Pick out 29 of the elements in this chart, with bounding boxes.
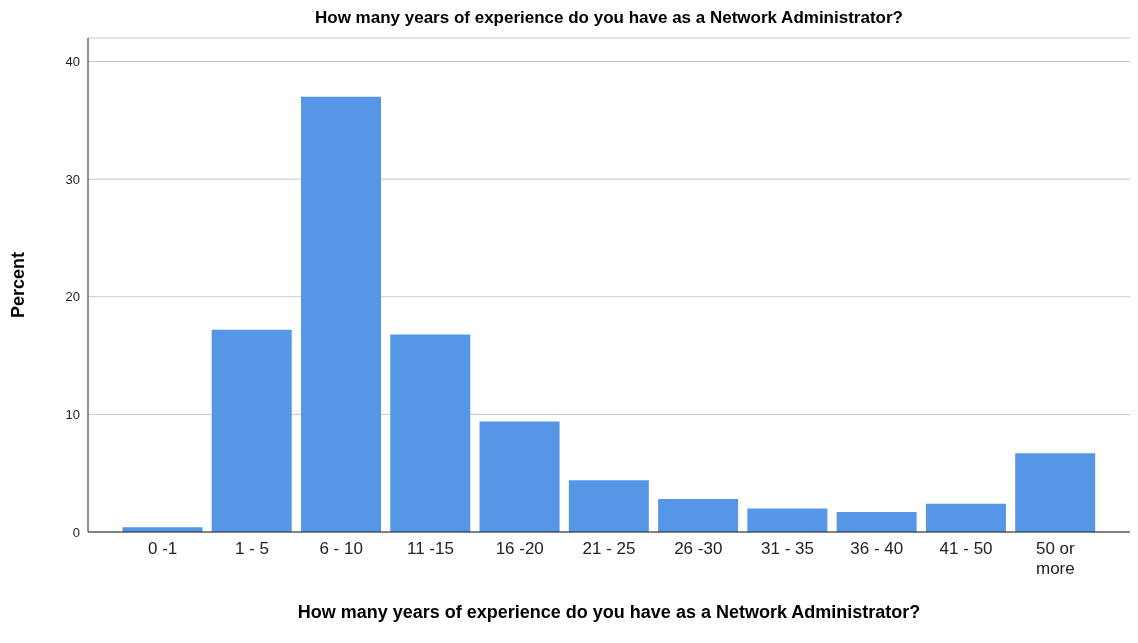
bar (568, 480, 649, 532)
bar (658, 499, 739, 532)
bar (390, 334, 471, 532)
bar (211, 329, 292, 532)
x-tick-label: 16 -20 (495, 539, 544, 558)
bar (925, 503, 1006, 532)
y-tick-label: 20 (65, 289, 80, 305)
x-tick-label: 50 or more (1035, 539, 1076, 578)
x-tick-label: 1 - 5 (234, 539, 269, 558)
bar (836, 512, 917, 532)
bar (301, 96, 382, 532)
x-tick-label: 6 - 10 (319, 539, 363, 558)
x-axis-title: How many years of experience do you have as a Network Administrator? (296, 602, 922, 623)
y-tick-label: 30 (65, 171, 80, 187)
chart-title: How many years of experience do you have as a Network Administrator? (314, 8, 904, 29)
x-tick-label: 21 - 25 (582, 539, 636, 558)
x-tick-label: 0 -1 (147, 539, 178, 558)
y-tick-label: 10 (65, 407, 80, 422)
bar (479, 421, 560, 532)
x-tick-label: 36 - 40 (850, 539, 904, 558)
x-tick-label: 11 -15 (406, 539, 454, 558)
bar (747, 508, 828, 532)
y-tick-label: 0 (72, 524, 80, 540)
y-tick-label: 40 (65, 54, 80, 70)
x-tick-label: 41 - 50 (939, 539, 993, 558)
bar (1015, 453, 1096, 532)
x-tick-label: 26 -30 (674, 539, 723, 558)
x-tick-label: 31 - 35 (761, 539, 815, 558)
y-axis-title: Percent (8, 251, 29, 319)
